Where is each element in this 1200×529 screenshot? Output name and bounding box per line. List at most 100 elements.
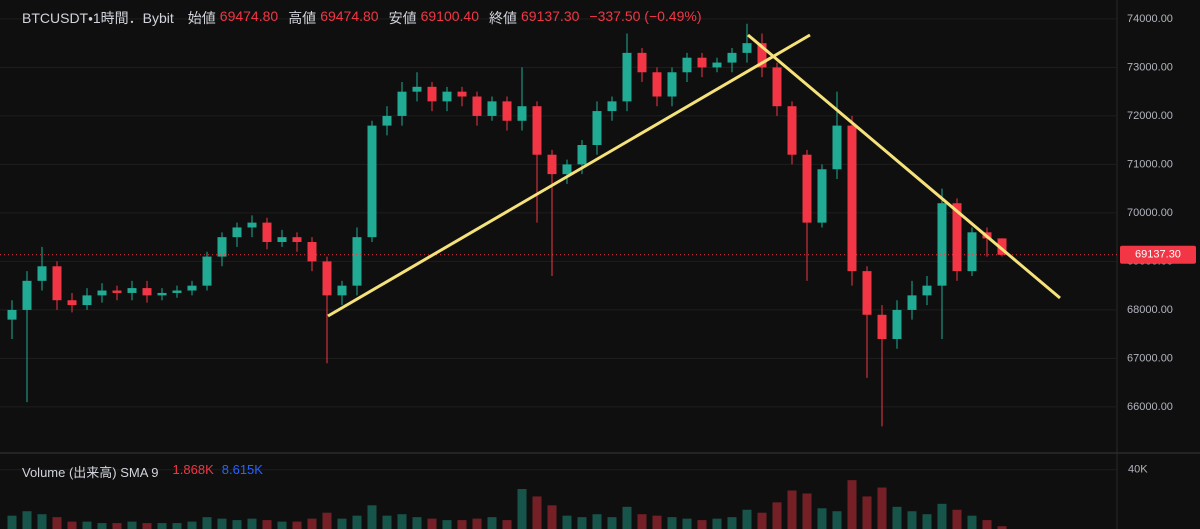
volume-bar — [997, 526, 1007, 529]
volume-bar — [637, 514, 647, 529]
volume-bar — [82, 521, 92, 529]
volume-bar — [412, 517, 422, 529]
volume-bar — [787, 490, 797, 529]
candle-body — [37, 266, 47, 281]
candle-body — [367, 125, 377, 238]
volume-bar — [697, 520, 707, 529]
symbol: BTCUSDT・1時間．Bybit — [22, 10, 174, 26]
volume-bar — [712, 518, 722, 529]
y-tick-label: 68000.00 — [1127, 304, 1173, 316]
volume-bar — [247, 518, 257, 529]
candle-body — [217, 237, 227, 257]
volume-bar — [907, 511, 917, 529]
candle-body — [757, 43, 767, 68]
volume-bar — [292, 521, 302, 529]
candle-body — [997, 238, 1007, 255]
label: 高値 — [288, 10, 317, 26]
volume-bar — [157, 523, 167, 529]
candle-body — [967, 232, 977, 272]
volume-bar — [322, 512, 332, 529]
candle-body — [457, 91, 467, 97]
volume-bar — [337, 518, 347, 529]
y-tick-label: 67000.00 — [1127, 352, 1173, 364]
y-tick-label: 74000.00 — [1127, 13, 1173, 25]
candle-body — [697, 57, 707, 68]
volume-bar — [862, 496, 872, 529]
candle-body — [667, 72, 677, 97]
volume-bar — [892, 506, 902, 529]
volume-bar — [262, 520, 272, 529]
volume-bar — [172, 523, 182, 529]
candle-body — [397, 91, 407, 116]
volume-bar — [472, 518, 482, 529]
candle-body — [52, 266, 62, 301]
label: 始値 — [187, 10, 216, 26]
volume-bar — [217, 518, 227, 529]
volume-bar — [547, 505, 557, 529]
candle-body — [97, 290, 107, 296]
volume-bar — [802, 493, 812, 529]
volume-bar — [607, 517, 617, 529]
volume-bar — [7, 515, 17, 529]
volume-bar — [202, 517, 212, 529]
volume-bar — [877, 487, 887, 529]
candle-body — [742, 43, 752, 53]
candle-body — [517, 106, 527, 121]
y-tick-label: 72000.00 — [1127, 110, 1173, 122]
value: 1.868K — [172, 462, 214, 477]
sma-value: 8.615K — [221, 462, 263, 477]
volume-bar — [667, 517, 677, 529]
candle-body — [307, 242, 317, 262]
candle-body — [412, 86, 422, 92]
candle-body — [112, 290, 122, 293]
volume-bar — [442, 520, 452, 529]
volume-bar — [97, 523, 107, 529]
candle-body — [187, 285, 197, 291]
volume-bar — [727, 517, 737, 529]
volume-bar — [22, 511, 32, 529]
volume-bar — [307, 518, 317, 529]
y-tick-label: 73000.00 — [1127, 61, 1173, 73]
y-tick-label: 40K — [1128, 464, 1148, 476]
candle-body — [577, 145, 587, 165]
candle-body — [562, 164, 572, 175]
candle-body — [592, 111, 602, 146]
candle-body — [232, 227, 242, 238]
candle-body — [472, 96, 482, 116]
volume-bar — [367, 505, 377, 529]
y-tick-label: 71000.00 — [1127, 158, 1173, 170]
value: 69100.40 — [420, 8, 479, 24]
volume-bar — [922, 514, 932, 529]
volume-bar — [577, 517, 587, 529]
candle-body — [712, 62, 722, 68]
candle-body — [772, 67, 782, 107]
candle-body — [277, 237, 287, 243]
candle-body — [877, 314, 887, 340]
change: −337.50 (−0.49%) — [589, 8, 702, 24]
volume-bar — [517, 489, 527, 529]
candle-body — [502, 101, 512, 121]
volume-bar — [622, 506, 632, 529]
candle-body — [907, 295, 917, 310]
candle-body — [787, 106, 797, 155]
candle-body — [262, 222, 272, 243]
volume-bar — [817, 508, 827, 529]
volume-bar — [652, 515, 662, 529]
volume-bar — [967, 515, 977, 529]
candle-body — [607, 101, 617, 112]
volume-bar — [37, 514, 47, 529]
volume-bar — [952, 509, 962, 529]
volume-bar — [832, 511, 842, 529]
candle-body — [817, 169, 827, 223]
candle-body — [952, 203, 962, 272]
candle-body — [532, 106, 542, 155]
price-tag — [1120, 245, 1196, 264]
volume-bar — [352, 515, 362, 529]
candle-body — [622, 52, 632, 102]
volume-bar — [277, 521, 287, 529]
volume-bar — [682, 518, 692, 529]
volume-bar — [427, 518, 437, 529]
candle-body — [82, 295, 92, 306]
candle-body — [892, 309, 902, 340]
